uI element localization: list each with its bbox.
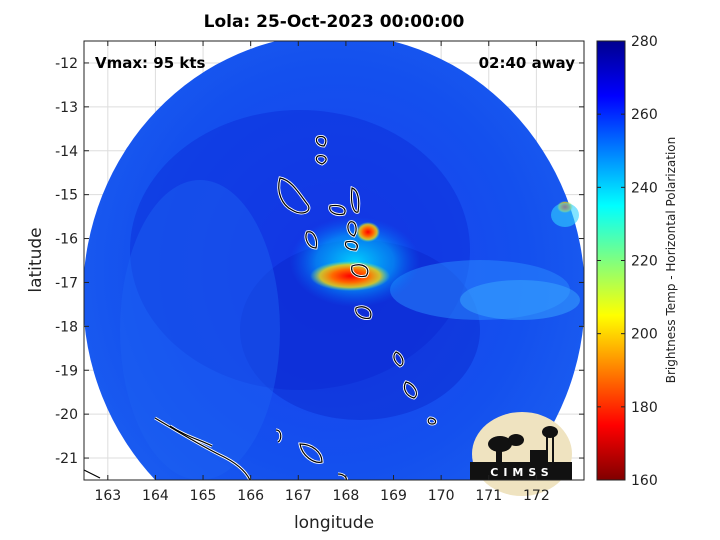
map-title: Lola: 25-Oct-2023 00:00:00: [204, 12, 465, 32]
colorbar: [596, 40, 626, 481]
colorbar-tick-label: 180: [631, 400, 658, 416]
x-tick-label: 165: [190, 488, 217, 504]
y-tick-label: -20: [55, 407, 78, 423]
colorbar-tick-marks: [597, 40, 625, 481]
vmax-label: Vmax: 95 kts: [95, 54, 205, 72]
colorbar-tick-label: 200: [631, 327, 658, 343]
x-tick-label: 171: [475, 488, 502, 504]
microwave-swath: [84, 41, 584, 480]
x-tick-label: 166: [237, 488, 264, 504]
y-tick-label: -12: [55, 56, 78, 72]
logo-text: CIMSS: [490, 466, 553, 479]
y-axis-label: latitude: [26, 227, 46, 292]
axes-frame: [83, 40, 585, 481]
x-tick-label: 167: [285, 488, 312, 504]
colorbar-tick-label: 240: [631, 180, 658, 196]
y-tick-label: -19: [55, 363, 78, 379]
colorbar-label: Brightness Temp - Horizontal Polarizatio…: [664, 137, 678, 384]
colorbar-tick-label: 160: [631, 473, 658, 489]
tick-marks: [84, 41, 584, 480]
x-tick-label: 172: [523, 488, 550, 504]
x-tick-label: 170: [428, 488, 455, 504]
x-axis-label: longitude: [294, 513, 374, 533]
distance-label: 02:40 away: [479, 54, 576, 72]
y-tick-label: -14: [55, 144, 78, 160]
y-tick-label: -16: [55, 232, 78, 248]
coastlines-outline: [84, 135, 437, 480]
y-tick-label: -18: [55, 319, 78, 335]
x-tick-label: 164: [142, 488, 169, 504]
colorbar-tick-label: 260: [631, 107, 658, 123]
y-tick-label: -15: [55, 188, 78, 204]
colorbar-tick-label: 220: [631, 254, 658, 270]
x-tick-label: 169: [380, 488, 407, 504]
y-tick-label: -13: [55, 100, 78, 116]
colorbar-tick-labels: 280 260 240 220 200 180 160: [631, 34, 658, 489]
colorbar-tick-label: 280: [631, 34, 658, 50]
x-tick-label: 168: [333, 488, 360, 504]
cimss-logo: CIMSS: [470, 412, 572, 496]
y-tick-label: -17: [55, 275, 78, 291]
x-tick-labels: 163 164 165 166 167 168 169 170 171 172: [94, 488, 549, 504]
x-tick-label: 163: [94, 488, 121, 504]
y-tick-labels: -12 -13 -14 -15 -16 -17 -18 -19 -20 -21: [55, 56, 78, 467]
y-tick-label: -21: [55, 451, 78, 467]
